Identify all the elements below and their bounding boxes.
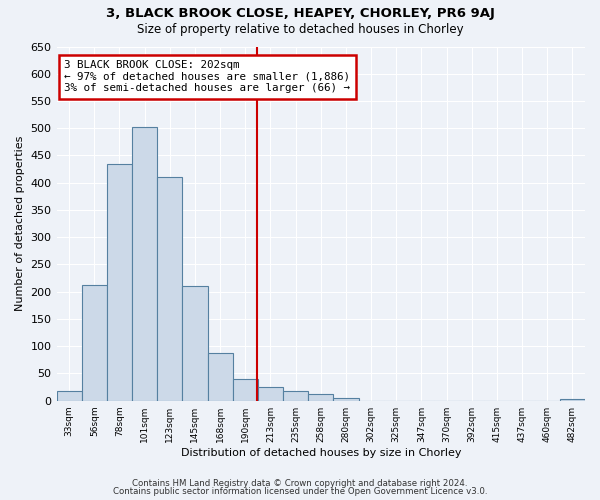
Bar	[233, 379, 258, 400]
Bar	[283, 391, 308, 400]
Text: Size of property relative to detached houses in Chorley: Size of property relative to detached ho…	[137, 22, 463, 36]
Bar	[208, 353, 233, 401]
X-axis label: Distribution of detached houses by size in Chorley: Distribution of detached houses by size …	[181, 448, 461, 458]
Bar	[334, 398, 359, 400]
Bar	[157, 178, 182, 400]
Bar	[132, 126, 157, 400]
Bar	[308, 394, 334, 400]
Bar	[560, 399, 585, 400]
Bar	[258, 387, 283, 400]
Text: 3 BLACK BROOK CLOSE: 202sqm
← 97% of detached houses are smaller (1,886)
3% of s: 3 BLACK BROOK CLOSE: 202sqm ← 97% of det…	[64, 60, 350, 94]
Bar	[82, 284, 107, 401]
Bar	[56, 391, 82, 400]
Bar	[182, 286, 208, 401]
Text: Contains HM Land Registry data © Crown copyright and database right 2024.: Contains HM Land Registry data © Crown c…	[132, 478, 468, 488]
Y-axis label: Number of detached properties: Number of detached properties	[15, 136, 25, 312]
Bar	[107, 164, 132, 400]
Text: Contains public sector information licensed under the Open Government Licence v3: Contains public sector information licen…	[113, 487, 487, 496]
Text: 3, BLACK BROOK CLOSE, HEAPEY, CHORLEY, PR6 9AJ: 3, BLACK BROOK CLOSE, HEAPEY, CHORLEY, P…	[106, 8, 494, 20]
